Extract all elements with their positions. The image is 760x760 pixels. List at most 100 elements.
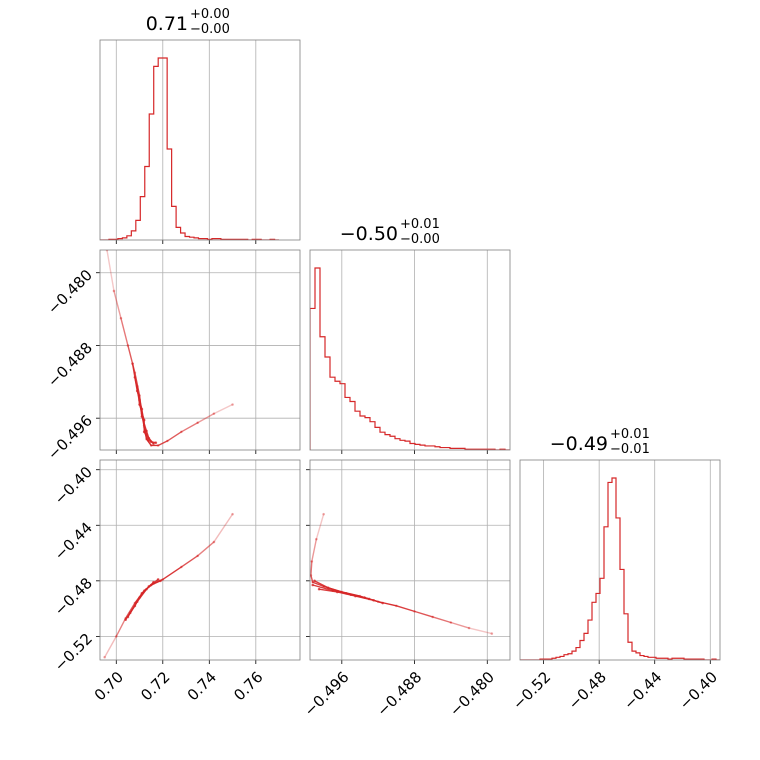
sample-point: [133, 375, 137, 379]
sample-point: [449, 621, 453, 624]
chain-segment: [162, 566, 183, 581]
sample-point: [212, 540, 216, 544]
chain-segment: [129, 596, 141, 614]
histogram-series-0: [100, 57, 280, 240]
chain-segment: [157, 440, 169, 447]
sample-point: [180, 430, 183, 434]
chain-segment: [138, 403, 145, 421]
sample-point: [119, 316, 123, 320]
chain-segment: [143, 431, 150, 442]
chain-segment: [106, 250, 115, 292]
x-tick-label: −0.40: [676, 668, 721, 713]
chain-segment: [312, 584, 334, 592]
param-title-upper-1: +0.01: [400, 217, 440, 232]
x-tick-label: 0.74: [184, 668, 220, 704]
chain-segment: [196, 412, 215, 424]
sample-point: [156, 444, 160, 447]
panel-frame: [519, 459, 721, 661]
sample-point: [317, 587, 321, 591]
chain-segment: [180, 555, 199, 568]
sample-point: [126, 344, 130, 347]
x-tick-label: −0.52: [509, 668, 554, 713]
histogram-panel-2: −0.52 −0.48 −0.44 −0.40: [509, 459, 721, 713]
chain-segment: [450, 621, 470, 629]
chain-layer: [310, 512, 494, 635]
param-title-lower-0: −0.00: [190, 22, 230, 37]
chain-segment: [166, 431, 183, 442]
sample-point: [156, 578, 160, 581]
y-tick-label: −0.480: [44, 266, 96, 318]
param-title-lower-1: −0.00: [400, 232, 440, 247]
histogram-panel-0: [99, 39, 301, 244]
sample-point: [154, 441, 158, 445]
sample-point: [313, 579, 316, 583]
sample-point: [395, 604, 398, 608]
chain-segment: [395, 605, 416, 613]
x-tick-label: −0.44: [620, 668, 665, 713]
chain-segment: [310, 560, 313, 576]
chain-segment: [103, 635, 117, 658]
sample-point: [103, 655, 106, 659]
sample-point: [112, 289, 116, 293]
chain-layer: [105, 250, 234, 447]
panel-frame: [99, 459, 301, 661]
sample-point: [149, 444, 153, 447]
x-tick-label: 0.72: [137, 668, 173, 704]
sample-point: [131, 362, 134, 365]
chain-segment: [213, 513, 234, 543]
sample-point: [310, 573, 313, 577]
sample-point: [128, 611, 132, 615]
sample-point: [126, 615, 130, 619]
chain-segment: [315, 513, 325, 540]
sample-point: [315, 537, 318, 541]
sample-point: [147, 585, 151, 588]
chain-segment: [115, 617, 127, 638]
x-tick-label: −0.48: [565, 668, 610, 713]
chain-segment: [432, 616, 452, 624]
joint-panel-1-2: −0.496 −0.488 −0.480: [301, 459, 511, 720]
sample-point: [212, 412, 216, 415]
sample-point: [142, 418, 146, 422]
y-tick-label: −0.52: [51, 630, 96, 675]
joint-panel-0-2: 0.70 0.72 0.74 0.76 −0.52 −0.48 −0.44 −0.40: [51, 459, 301, 704]
sample-point: [354, 594, 357, 598]
sample-point: [161, 578, 165, 581]
param-title-upper-2: +0.01: [610, 427, 650, 442]
sample-point: [311, 580, 315, 584]
chain-segment: [180, 422, 199, 433]
chain-segment: [196, 541, 215, 557]
chain-segment: [313, 580, 329, 589]
chain-segment: [113, 290, 122, 319]
chain-segment: [138, 585, 150, 599]
x-tick-label: 0.76: [230, 668, 266, 704]
sample-point: [431, 615, 435, 619]
sample-point: [180, 565, 183, 569]
panel-frame: [309, 459, 511, 661]
sample-point: [135, 385, 139, 388]
y-tick-label: −0.40: [51, 463, 96, 508]
sample-point: [196, 421, 199, 425]
chain-layer: [103, 512, 234, 659]
sample-point: [152, 442, 155, 445]
sample-point: [142, 430, 146, 434]
chain-segment: [312, 581, 325, 588]
x-tick-label: −0.480: [446, 668, 498, 720]
chain-segment: [120, 317, 129, 347]
sample-point: [138, 403, 141, 406]
sample-point: [467, 626, 471, 630]
sample-point: [231, 403, 234, 406]
sample-point: [124, 618, 127, 622]
param-title-upper-0: +0.00: [190, 7, 230, 22]
sample-point: [490, 632, 494, 635]
chain-segment: [136, 385, 141, 406]
sample-point: [310, 560, 314, 563]
chain-segment: [318, 588, 338, 593]
y-tick-label: −0.48: [51, 574, 96, 619]
sample-point: [138, 596, 141, 599]
sample-point: [381, 601, 385, 605]
sample-point: [114, 635, 118, 638]
sample-point: [166, 439, 169, 443]
sample-point: [322, 512, 325, 516]
param-title-median-0: 0.71: [146, 13, 188, 35]
